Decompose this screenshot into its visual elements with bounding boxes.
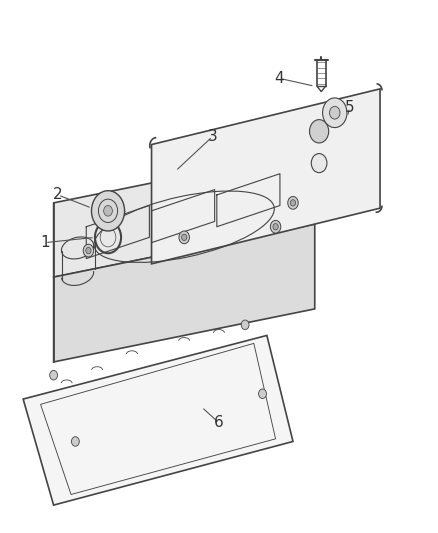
Circle shape xyxy=(104,206,113,216)
Polygon shape xyxy=(53,224,315,362)
Text: 3: 3 xyxy=(208,129,217,144)
Circle shape xyxy=(179,231,189,244)
Text: 6: 6 xyxy=(214,415,224,431)
Polygon shape xyxy=(23,335,293,505)
Circle shape xyxy=(86,247,91,254)
Circle shape xyxy=(290,200,296,206)
Circle shape xyxy=(311,154,327,173)
Circle shape xyxy=(182,234,187,240)
Circle shape xyxy=(49,370,57,380)
Text: 1: 1 xyxy=(40,235,50,250)
Text: 5: 5 xyxy=(345,100,354,115)
Circle shape xyxy=(92,191,124,231)
Polygon shape xyxy=(53,150,315,277)
Circle shape xyxy=(100,228,116,247)
Circle shape xyxy=(273,223,278,230)
Circle shape xyxy=(288,197,298,209)
Circle shape xyxy=(329,107,340,119)
Circle shape xyxy=(322,98,347,127)
Text: 2: 2 xyxy=(53,188,63,203)
Polygon shape xyxy=(152,89,380,264)
Circle shape xyxy=(270,220,281,233)
Text: 4: 4 xyxy=(274,71,284,86)
Circle shape xyxy=(258,389,266,399)
Circle shape xyxy=(83,244,94,257)
Circle shape xyxy=(241,320,249,329)
Circle shape xyxy=(71,437,79,446)
Circle shape xyxy=(310,119,328,143)
